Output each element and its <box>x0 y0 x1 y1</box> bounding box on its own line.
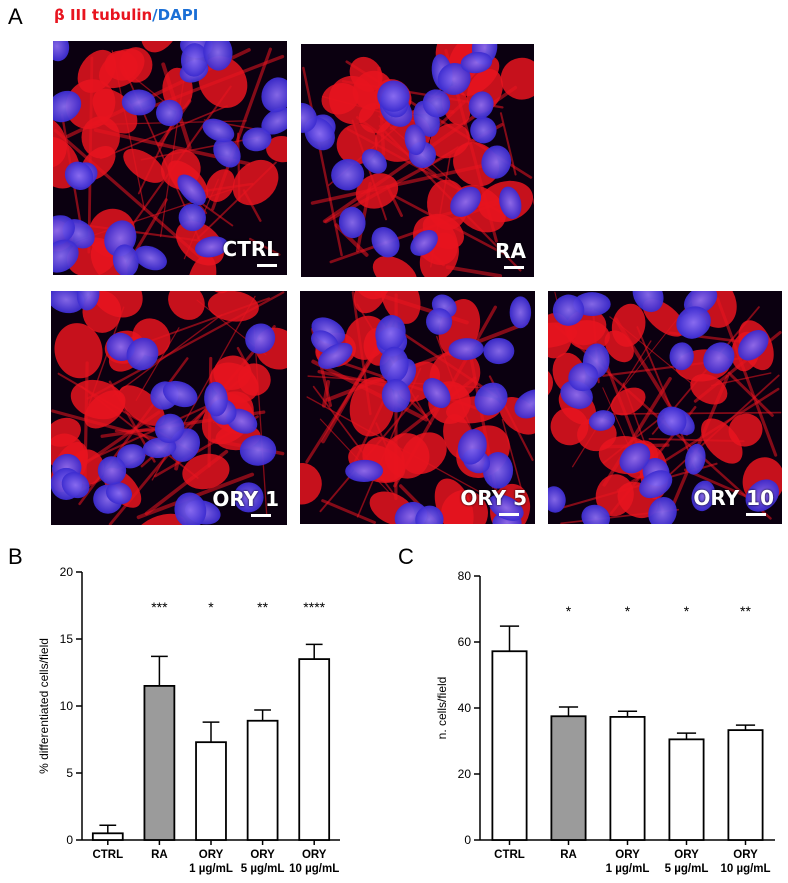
legend-nuclear: DAPI <box>157 6 199 24</box>
x-tick-label: ORY <box>199 849 224 861</box>
bar <box>246 719 279 841</box>
scale-bar <box>504 266 524 269</box>
significance-marker: ** <box>740 603 751 619</box>
x-tick-label-unit: 10 µg/mL <box>720 863 770 875</box>
x-tick-label: ORY <box>733 849 758 861</box>
bar <box>550 715 587 841</box>
y-tick-label: 10 <box>60 699 74 713</box>
bar-chart-cell-count: 0 20 40 60 80 n. cells/field CTRL RA * ORY 1 µg/mL… <box>435 569 775 875</box>
y-tick-label: 0 <box>464 833 471 847</box>
x-tick-label: ORY <box>674 849 699 861</box>
micrograph-ory5: ORY 5 <box>300 291 535 524</box>
micrograph-label-ory1: ORY 1 <box>212 487 279 511</box>
x-tick-label-unit: 5 µg/mL <box>665 863 709 875</box>
y-axis-label: n. cells/field <box>435 677 449 740</box>
y-tick-label: 60 <box>458 635 472 649</box>
x-tick-label-unit: 10 µg/mL <box>289 863 339 875</box>
y-tick-label: 80 <box>458 569 472 583</box>
significance-marker: *** <box>151 599 168 615</box>
micrograph-label-ory10: ORY 10 <box>693 486 774 510</box>
micrograph-label-ory5: ORY 5 <box>460 486 527 510</box>
micrograph-label-ctrl: CTRL <box>222 237 279 261</box>
y-tick-label: 5 <box>66 766 73 780</box>
x-tick-label-unit: 1 µg/mL <box>606 863 650 875</box>
y-tick-label: 20 <box>60 565 74 579</box>
y-tick-label: 40 <box>458 701 472 715</box>
bar <box>491 650 528 841</box>
significance-marker: * <box>625 603 631 619</box>
scale-bar <box>746 513 766 516</box>
bar <box>668 738 705 841</box>
legend-marker: β III tubulin <box>54 6 153 24</box>
panel-letter-b: B <box>8 544 23 569</box>
significance-marker: **** <box>303 599 325 615</box>
scale-bar <box>499 513 519 516</box>
bar-chart-differentiated: 0 5 10 15 20 % differentiated cells/field CTRL… <box>37 565 340 875</box>
micrograph-ory1: ORY 1 <box>51 291 287 525</box>
significance-marker: ** <box>257 599 268 615</box>
micrograph-ctrl: CTRL <box>53 41 287 275</box>
bar <box>143 685 176 841</box>
micrograph-ra: RA <box>301 44 534 277</box>
stain-legend: β III tubulin/DAPI <box>54 6 198 24</box>
x-tick-label: ORY <box>302 849 327 861</box>
y-tick-label: 15 <box>60 632 74 646</box>
y-axis-label: % differentiated cells/field <box>37 638 51 774</box>
bar <box>609 716 646 841</box>
y-tick-label: 0 <box>66 833 73 847</box>
bar <box>195 741 227 841</box>
x-tick-label: CTRL <box>92 849 123 861</box>
bar <box>727 729 764 841</box>
x-tick-label: CTRL <box>494 849 525 861</box>
panel-letter-c: C <box>398 544 414 569</box>
scale-bar <box>251 514 271 517</box>
x-tick-label: RA <box>560 849 577 861</box>
significance-marker: * <box>208 599 214 615</box>
x-tick-label: RA <box>151 849 168 861</box>
x-tick-label: ORY <box>250 849 275 861</box>
significance-marker: * <box>684 603 690 619</box>
significance-marker: * <box>566 603 572 619</box>
x-tick-label-unit: 5 µg/mL <box>241 863 285 875</box>
x-tick-label-unit: 1 µg/mL <box>189 863 233 875</box>
y-tick-label: 20 <box>458 767 472 781</box>
bar <box>91 832 124 841</box>
legend-separator: / <box>152 6 158 24</box>
panel-letter-a: A <box>8 4 23 29</box>
x-tick-label: ORY <box>615 849 640 861</box>
micrograph-ory10: ORY 10 <box>548 291 782 524</box>
bar <box>298 658 331 841</box>
micrograph-label-ra: RA <box>495 239 526 263</box>
scale-bar <box>257 264 277 267</box>
